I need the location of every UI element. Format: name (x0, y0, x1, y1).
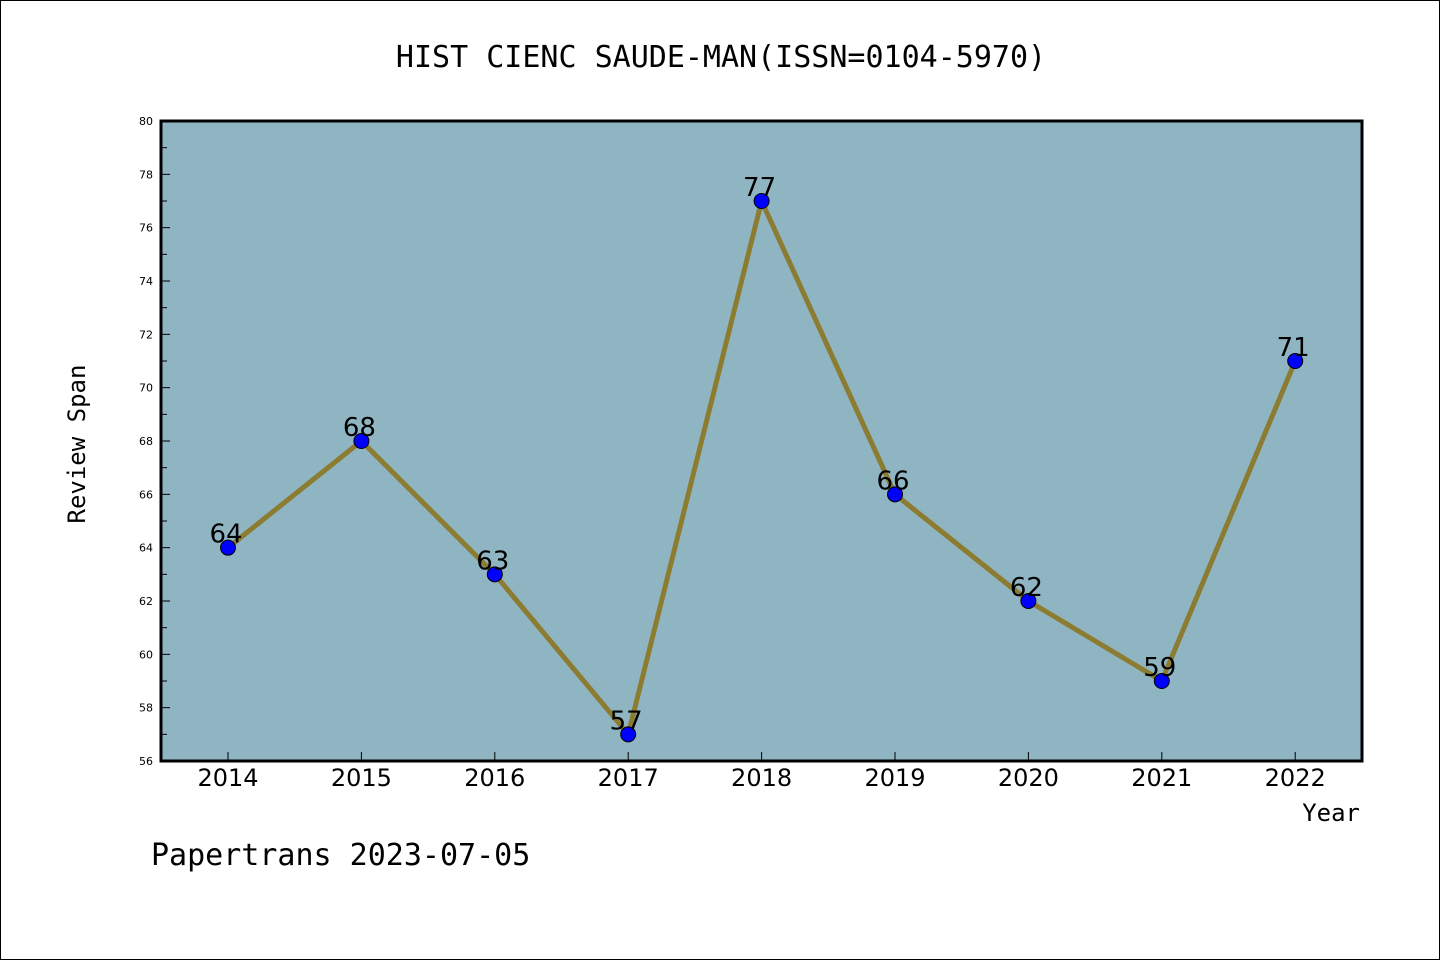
y-tick-label: 68 (139, 435, 153, 448)
x-axis-label: Year (1302, 799, 1360, 827)
watermark-text: Papertrans 2023-07-05 (151, 838, 530, 873)
y-axis: 56 58 60 62 64 66 68 70 72 74 76 78 80 (139, 115, 170, 768)
data-point (753, 193, 770, 209)
data-point (620, 726, 637, 743)
x-tick-label: 2016 (464, 764, 525, 792)
data-label: 68 (343, 413, 376, 443)
plot-area (159, 119, 1364, 763)
y-tick-label: 74 (139, 275, 153, 288)
y-tick-label: 58 (139, 702, 153, 715)
data-label: 59 (1143, 653, 1176, 683)
data-label: 62 (1010, 573, 1043, 603)
y-tick-label: 56 (139, 755, 153, 768)
data-point (1287, 353, 1304, 369)
x-tick-label: 2021 (1131, 764, 1192, 792)
x-tick-label: 2015 (331, 764, 392, 792)
x-tick-label: 2020 (998, 764, 1059, 792)
x-tick-label: 2017 (598, 764, 659, 792)
x-tick-label: 2022 (1265, 764, 1326, 792)
x-tick-label: 2019 (864, 764, 925, 792)
data-label: 57 (610, 706, 643, 736)
y-tick-label: 76 (139, 222, 153, 235)
y-tick-label: 66 (139, 488, 153, 501)
data-point (486, 566, 503, 583)
y-tick-label: 62 (139, 595, 153, 608)
data-point (220, 539, 236, 556)
x-tick-label: 2014 (197, 764, 258, 792)
y-tick-label: 78 (139, 168, 153, 181)
y-axis-label: Review Span (63, 365, 91, 524)
chart-title: HIST CIENC SAUDE-MAN(ISSN=0104-5970) (396, 40, 1046, 75)
y-tick-label: 64 (139, 542, 153, 555)
data-label: 63 (476, 546, 509, 576)
data-point (1020, 593, 1037, 609)
data-point (353, 433, 370, 449)
data-label: 64 (209, 520, 242, 550)
series-layer: 64 68 63 57 77 66 62 59 71 (209, 173, 1310, 743)
data-label: 71 (1277, 333, 1310, 363)
y-tick-label: 70 (139, 382, 153, 395)
x-axis: 2014 2015 2016 2017 2018 2019 2020 2021 2022 (197, 752, 1326, 792)
y-tick-label: 72 (139, 328, 153, 341)
y-tick-label: 80 (139, 115, 153, 128)
x-tick-label: 2018 (731, 764, 792, 792)
data-point (887, 486, 903, 503)
y-tick-label: 60 (139, 648, 153, 661)
data-label: 77 (743, 173, 776, 203)
data-label: 66 (876, 466, 909, 496)
data-point (1153, 673, 1170, 689)
